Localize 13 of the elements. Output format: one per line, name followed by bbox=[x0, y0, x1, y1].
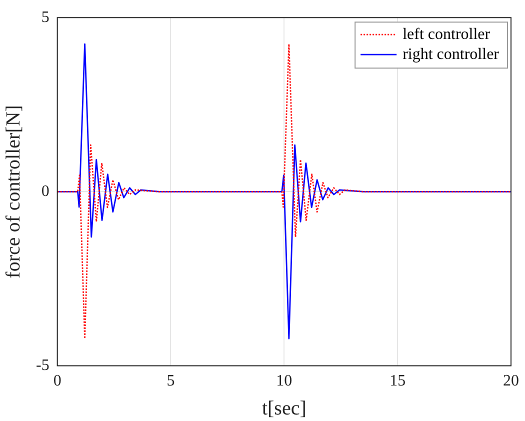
y-tick-label: -5 bbox=[36, 357, 50, 374]
x-tick-label: 10 bbox=[276, 372, 292, 390]
y-tick-label: 0 bbox=[41, 182, 50, 200]
y-axis-title: force of controller[N] bbox=[2, 105, 24, 278]
x-tick-label: 20 bbox=[503, 372, 519, 390]
x-tick-label: 0 bbox=[53, 372, 62, 390]
y-tick-label: 5 bbox=[41, 8, 50, 26]
x-axis-title: t[sec] bbox=[262, 397, 306, 420]
legend-label: right controller bbox=[402, 46, 500, 63]
line-series bbox=[57, 43, 511, 340]
legend-label: left controller bbox=[402, 26, 491, 43]
x-tick-label: 5 bbox=[166, 372, 175, 390]
x-tick-label: 15 bbox=[390, 372, 406, 390]
